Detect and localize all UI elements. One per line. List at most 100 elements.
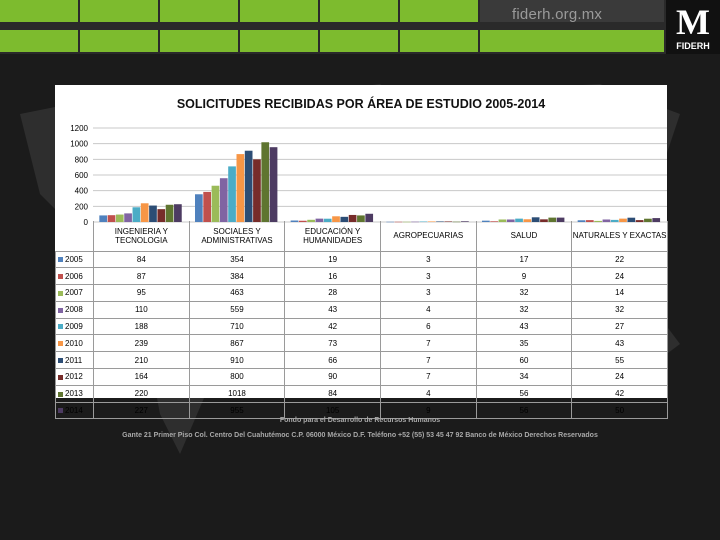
table-cell: 17: [475, 250, 573, 269]
legend-swatch: [58, 408, 63, 414]
table-cell: 105: [284, 401, 381, 420]
table-cell: 87: [93, 267, 190, 286]
legend-swatch: [58, 358, 63, 364]
series-label: 2009: [55, 317, 94, 336]
bar-2012: [348, 214, 357, 222]
series-name: 2013: [65, 389, 83, 399]
header-tile: [480, 30, 664, 52]
legend-swatch: [58, 341, 63, 347]
table-cell: 19: [284, 250, 381, 269]
table-cell: 84: [93, 250, 190, 269]
table-cell: 7: [379, 368, 477, 386]
bar-2007: [211, 185, 220, 222]
table-cell: 84: [284, 384, 381, 403]
y-tick-label: 1200: [70, 124, 88, 133]
table-cell: 384: [188, 267, 286, 286]
bar-2014: [174, 204, 182, 222]
bar-2010: [619, 218, 627, 222]
header-tile: [320, 0, 398, 22]
legend-swatch: [58, 324, 63, 330]
table-cell: 90: [284, 368, 381, 386]
series-name: 2011: [65, 355, 83, 365]
table-cell: 3: [379, 250, 477, 269]
table-row: 2008 110 559 43 4 32 32: [55, 300, 668, 319]
table-cell: 210: [93, 351, 190, 370]
table-row: 2006 87 384 16 3 9 24: [55, 267, 668, 286]
series-name: 2014: [65, 406, 83, 416]
series-label: 2012: [55, 368, 94, 386]
bar-2008: [602, 219, 611, 222]
bar-2013: [644, 218, 652, 222]
table-cell: 910: [188, 351, 286, 370]
category-label: NATURALES Y EXACTAS: [571, 221, 668, 252]
bar-2013: [165, 204, 174, 222]
y-tick-label: 1000: [70, 140, 88, 149]
table-cell: 3: [379, 284, 477, 302]
header-tile: [160, 0, 238, 22]
table-cell: 867: [188, 334, 286, 353]
bar-2011: [149, 205, 157, 222]
series-label: 2010: [55, 334, 94, 353]
category-label: AGROPECUARIAS: [380, 221, 477, 252]
bar-2009: [515, 218, 523, 222]
y-tick-label: 400: [75, 187, 89, 196]
series-name: 2012: [65, 372, 83, 382]
table-corner: [55, 221, 94, 252]
table-cell: 95: [93, 284, 190, 302]
table-cell: 110: [93, 300, 190, 319]
logo-mark: M: [666, 0, 720, 42]
header-tile: [400, 0, 478, 22]
table-cell: 7: [379, 334, 477, 353]
table-cell: 43: [284, 300, 381, 319]
legend-swatch: [58, 257, 63, 263]
table-cell: 800: [188, 368, 286, 386]
series-name: 2007: [65, 288, 83, 298]
table-cell: 354: [188, 250, 286, 269]
table-cell: 559: [188, 300, 286, 319]
table-cell: 32: [475, 284, 573, 302]
table-cell: 50: [571, 401, 668, 420]
bar-2010: [140, 203, 149, 222]
table-cell: 14: [571, 284, 668, 302]
bar-2012: [253, 159, 261, 222]
y-tick-label: 800: [75, 155, 89, 164]
bar-2005: [195, 194, 203, 222]
header-tile: [240, 30, 318, 52]
bar-2008: [506, 219, 515, 222]
bar-2008: [315, 218, 324, 222]
table-cell: 188: [93, 317, 190, 336]
bar-2008: [219, 178, 228, 222]
header-tile: [320, 30, 398, 52]
series-label: 2008: [55, 300, 94, 319]
series-label: 2011: [55, 351, 94, 370]
table-row: 2014 227 955 105 9 56 50: [55, 401, 668, 420]
table-cell: 43: [475, 317, 573, 336]
table-cell: 22: [571, 250, 668, 269]
bar-2013: [357, 215, 365, 222]
category-label: EDUCACIÓN Y HUMANIDADES: [284, 221, 381, 252]
y-tick-label: 200: [75, 202, 89, 211]
table-cell: 3: [379, 267, 477, 286]
table-row: 2013 220 1018 84 4 56 42: [55, 384, 668, 403]
series-name: 2008: [65, 305, 83, 315]
footer-address: Gante 21 Primer Piso Col. Centro Del Cua…: [122, 432, 598, 439]
bar-2011: [531, 217, 540, 222]
table-cell: 164: [93, 368, 190, 386]
table-cell: 16: [284, 267, 381, 286]
bar-2014: [556, 217, 565, 222]
legend-swatch: [58, 307, 63, 313]
site-url[interactable]: fiderh.org.mx: [512, 6, 603, 23]
bar-2011: [627, 217, 636, 222]
table-cell: 463: [188, 284, 286, 302]
legend-swatch: [58, 290, 63, 296]
bar-2014: [365, 213, 374, 222]
chart-title: SOLICITUDES RECIBIDAS POR ÁREA DE ESTUDI…: [176, 97, 546, 111]
logo[interactable]: M FIDERH: [666, 0, 720, 54]
table-row: 2011 210 910 66 7 60 55: [55, 351, 668, 370]
header-tile: [80, 30, 158, 52]
table-cell: 220: [93, 384, 190, 403]
table-cell: 73: [284, 334, 381, 353]
table-cell: 1018: [188, 384, 286, 403]
series-label: 2007: [55, 284, 94, 302]
